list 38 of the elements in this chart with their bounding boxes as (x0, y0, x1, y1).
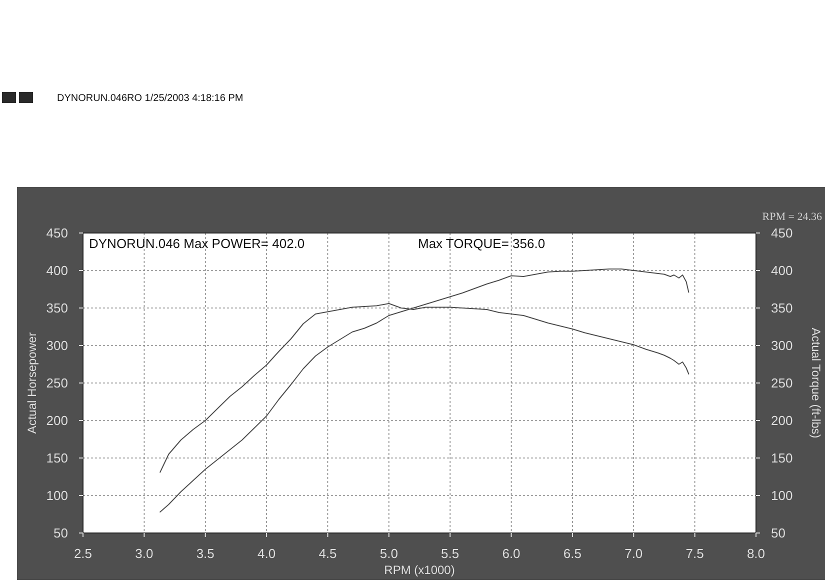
text: RPM = 24.36 (762, 211, 822, 223)
line-series (160, 268, 690, 512)
y-tick-label: 250 (46, 376, 68, 390)
x-tick-label: 5.0 (380, 546, 398, 561)
y-axis-title: Actual Horsepower (25, 332, 39, 434)
annotation: Max TORQUE= 356.0 (418, 236, 546, 251)
y2-tick-label: 150 (771, 450, 793, 466)
y2-tick-label: 450 (771, 226, 793, 240)
y-tick-label: 200 (46, 413, 68, 428)
x-tick-label: 4.5 (318, 546, 337, 561)
y-tick-label: 350 (46, 300, 68, 316)
x-tick-label: 7.0 (624, 546, 643, 561)
y2-tick-label: 200 (771, 413, 793, 428)
y-tick-label: 100 (46, 488, 68, 503)
x-tick-label: 8.0 (746, 546, 766, 561)
x-tick-label: 3.0 (135, 546, 154, 561)
x-tick-label: 6.5 (563, 546, 582, 561)
annotation: DYNORUN.046 Max POWER= 402.0 (89, 236, 305, 251)
y2-tick-label: 300 (771, 338, 793, 353)
y-tick-label: 400 (46, 263, 68, 278)
y-tick-label: 300 (46, 338, 68, 353)
y2-axis-title: Actual Torque (ft-lbs) (809, 328, 823, 438)
x-tick-label: 2.5 (74, 546, 92, 561)
y2-tick-label: 350 (771, 300, 793, 316)
y-tick-label: 150 (46, 450, 68, 466)
text: DYNORUN.046RO 1/25/2003 4:18:16 PM (57, 93, 244, 104)
y-tick-label: 50 (54, 526, 68, 540)
y2-tick-label: 250 (771, 376, 793, 390)
y2-tick-label: 400 (771, 263, 793, 278)
x-axis-title: RPM (x1000) (384, 563, 455, 577)
x-tick-label: 3.5 (196, 546, 214, 561)
x-tick-label: 6.0 (502, 546, 520, 561)
y-tick-label: 450 (46, 226, 68, 240)
y2-tick-label: 50 (771, 526, 786, 540)
x-tick-label: 5.5 (441, 546, 460, 561)
x-tick-label: 4.0 (258, 546, 276, 561)
x-tick-label: 7.5 (686, 546, 704, 561)
y2-tick-label: 100 (771, 488, 793, 503)
